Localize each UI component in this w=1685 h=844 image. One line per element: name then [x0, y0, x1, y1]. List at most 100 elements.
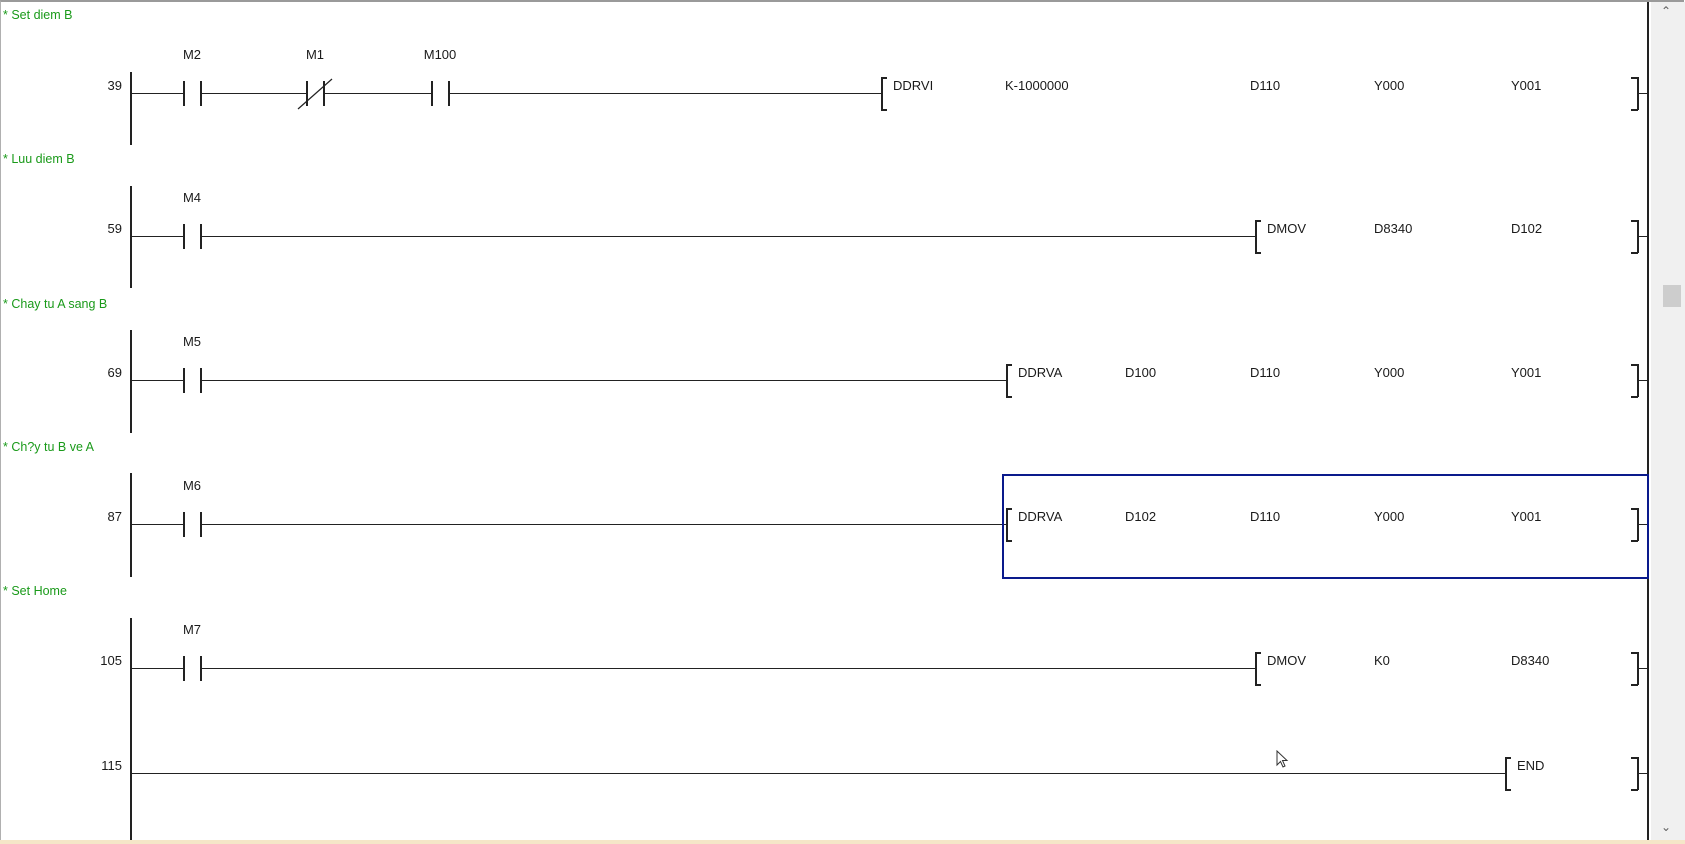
chevron-down-icon[interactable]: ⌄: [1661, 820, 1672, 834]
wire: [1638, 524, 1648, 526]
instruction-bracket-left: [1006, 508, 1008, 541]
step-number: 87: [107, 509, 122, 524]
contact-label[interactable]: M1: [305, 47, 325, 62]
bracket-tick: [1631, 77, 1638, 79]
instruction-name: DDRVA: [1018, 365, 1063, 380]
instruction-operand: D110: [1250, 509, 1281, 524]
contact-label[interactable]: M6: [182, 478, 202, 493]
bracket-tick: [1255, 220, 1261, 222]
instruction-bracket-left: [881, 77, 883, 110]
rung-comment: * Luu diem B: [3, 152, 75, 166]
wire: [130, 380, 183, 382]
instruction-bracket-right: [1637, 220, 1639, 253]
wire: [448, 93, 881, 95]
instruction-operand: K0: [1374, 653, 1390, 668]
selection-cursor: [1002, 474, 1649, 579]
contact-label[interactable]: M2: [182, 47, 202, 62]
status-strip: [0, 840, 1685, 844]
vertical-scrollbar[interactable]: [1651, 2, 1685, 840]
wire: [130, 93, 183, 95]
instruction-operand: Y000: [1374, 78, 1405, 93]
instruction-name: END: [1517, 758, 1545, 773]
wire: [1638, 773, 1648, 775]
instruction-operand: Y001: [1511, 509, 1542, 524]
instruction-operand: D100: [1125, 365, 1157, 380]
chevron-up-icon[interactable]: ⌃: [1661, 4, 1672, 18]
instruction-bracket-left: [1255, 652, 1257, 685]
contact-bar: [183, 224, 185, 249]
contact-bar: [183, 512, 185, 537]
wire: [200, 93, 306, 95]
rung-comment: * Set Home: [3, 584, 67, 598]
wire: [1638, 668, 1648, 670]
instruction-operand: D8340: [1511, 653, 1550, 668]
step-number: 69: [107, 365, 122, 380]
bracket-tick: [1006, 396, 1012, 398]
bracket-tick: [1631, 364, 1638, 366]
instruction-name: DMOV: [1267, 653, 1306, 668]
bracket-tick: [1631, 220, 1638, 222]
instruction-bracket-left: [1255, 220, 1257, 253]
step-number: 39: [107, 78, 122, 93]
wire: [130, 236, 183, 238]
bracket-tick: [1631, 252, 1638, 254]
right-power-rail: [1647, 2, 1649, 840]
bracket-tick: [881, 109, 887, 111]
bracket-tick: [1631, 540, 1638, 542]
instruction-name: DDRVA: [1018, 509, 1063, 524]
contact-label[interactable]: M4: [182, 190, 202, 205]
bracket-tick: [1006, 540, 1012, 542]
step-number: 59: [107, 221, 122, 236]
rung-comment: * Chay tu A sang B: [3, 297, 108, 311]
contact-label[interactable]: M5: [182, 334, 202, 349]
instruction-operand: K-1000000: [1005, 78, 1069, 93]
bracket-tick: [1631, 652, 1638, 654]
instruction-bracket-left: [1505, 757, 1507, 790]
left-power-rail: [130, 330, 132, 433]
wire: [130, 773, 1505, 775]
wire: [130, 668, 183, 670]
bracket-tick: [1255, 652, 1261, 654]
wire: [323, 93, 431, 95]
bracket-tick: [1631, 396, 1638, 398]
left-power-rail: [130, 72, 132, 145]
instruction-operand: Y000: [1374, 365, 1405, 380]
wire: [1638, 380, 1648, 382]
rung-comment: * Set diem B: [3, 8, 73, 22]
contact-bar: [183, 368, 185, 393]
bracket-tick: [1631, 508, 1638, 510]
instruction-bracket-right: [1637, 652, 1639, 685]
contact-label[interactable]: M7: [182, 622, 202, 637]
instruction-name: DDRVI: [893, 78, 934, 93]
bracket-tick: [1505, 757, 1511, 759]
wire: [200, 524, 1006, 526]
contact-bar: [183, 656, 185, 681]
wire: [200, 236, 1255, 238]
bracket-tick: [1255, 252, 1261, 254]
left-power-rail: [130, 618, 132, 840]
wire: [1638, 93, 1648, 95]
bracket-tick: [1631, 684, 1638, 686]
bracket-tick: [1006, 508, 1012, 510]
instruction-operand: D110: [1250, 365, 1281, 380]
instruction-operand: D102: [1511, 221, 1543, 236]
instruction-name: DMOV: [1267, 221, 1306, 236]
instruction-bracket-right: [1637, 508, 1639, 541]
wire: [1638, 236, 1648, 238]
contact-label[interactable]: M100: [423, 47, 457, 62]
instruction-operand: Y001: [1511, 78, 1542, 93]
contact-bar: [431, 81, 433, 106]
instruction-operand: D8340: [1374, 221, 1413, 236]
bracket-tick: [1255, 684, 1261, 686]
instruction-bracket-left: [1006, 364, 1008, 397]
bracket-tick: [1631, 789, 1638, 791]
bracket-tick: [1505, 789, 1511, 791]
instruction-operand: Y001: [1511, 365, 1542, 380]
bracket-tick: [1631, 757, 1638, 759]
instruction-operand: Y000: [1374, 509, 1405, 524]
bracket-tick: [881, 77, 887, 79]
instruction-operand: D110: [1250, 78, 1281, 93]
instruction-bracket-right: [1637, 757, 1639, 790]
scrollbar-thumb[interactable]: [1663, 285, 1681, 307]
